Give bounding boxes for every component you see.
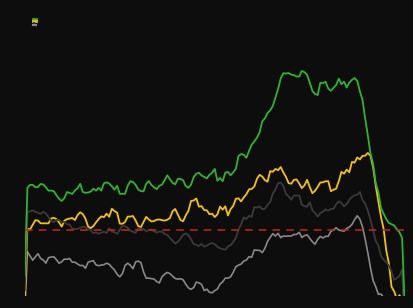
Legend: , , , : , , , (33, 19, 37, 26)
